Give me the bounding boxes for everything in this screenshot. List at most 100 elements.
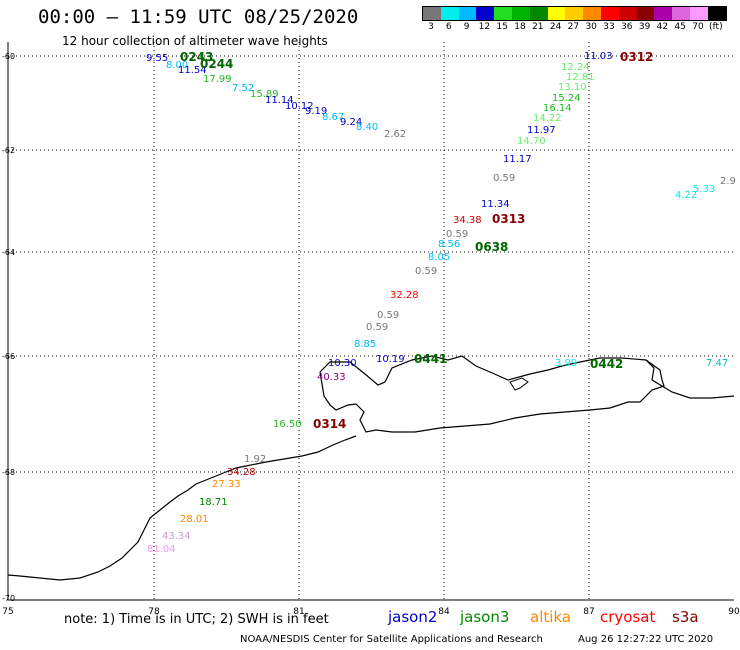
legend-swatch [529,7,548,20]
page-subtitle: 12 hour collection of altimeter wave hei… [62,34,328,48]
legend-label: 24 [549,22,562,32]
wave-height-label: 14.22 [533,113,562,124]
wave-height-label: 0.59 [446,229,468,240]
color-legend [422,6,727,21]
legend-swatch [707,7,726,20]
legend-label: (ft) [709,22,723,32]
x-tick-label: 90 [728,607,740,617]
wave-height-label: 11.17 [503,154,532,165]
time-label: 0638 [475,240,508,254]
legend-label: 39 [638,22,651,32]
x-tick-label: 78 [148,607,160,617]
coastline [7,355,735,581]
legend-swatch [476,7,495,20]
wave-height-label: 11.54 [178,65,207,76]
legend-label: 18 [514,22,526,32]
wave-height-label: 5.33 [693,184,715,195]
y-tick-label: -64 [2,248,15,257]
wave-height-label: 0.59 [493,173,515,184]
wave-height-label: 40.33 [317,372,346,383]
wave-labels: 9.558.0011.5417.997.5215.8911.1410.129.1… [146,51,736,555]
wave-height-label: 11.03 [584,51,613,62]
wave-height-label: 8.00 [166,60,188,71]
legend-swatch [618,7,637,20]
time-label: 0441 [414,352,447,366]
wave-height-label: 8.56 [438,239,460,250]
time-label: 0314 [313,417,346,431]
y-tick-label: -66 [2,352,15,361]
legend-swatch [423,7,441,20]
wave-height-label: 17.99 [203,74,232,85]
axis-ticks: 75 78 81 84 87 90 -60 -62 -64 -66 -68 -70 [2,52,740,617]
wave-height-label: 11.97 [527,125,556,136]
wave-height-label: 16.50 [273,419,302,430]
legend-swatch [565,7,584,20]
legend-label: 27 [567,22,580,32]
y-tick-label: -60 [2,52,15,61]
satellite-name: s3a [672,608,699,626]
legend-label: 30 [585,22,597,32]
y-tick-label: -62 [2,146,15,155]
wave-height-label: 13.10 [558,82,587,93]
note-text: note: 1) Time is in UTC; 2) SWH is in fe… [64,612,329,627]
x-tick-label: 75 [2,607,13,617]
legend-swatch [636,7,655,20]
x-tick-label: 81 [293,607,304,617]
wave-height-label: 11.34 [481,199,510,210]
legend-label: 3 [428,22,434,32]
credit-text: NOAA/NESDIS Center for Satellite Applica… [240,634,543,645]
legend-swatch [458,7,477,20]
timestamp: Aug 26 12:27:22 UTC 2020 [578,634,714,645]
wave-height-label: 1.92 [244,454,266,465]
legend-swatch [511,7,530,20]
legend-swatch [494,7,512,20]
legend-label: 15 [496,22,508,32]
legend-swatch [689,7,708,20]
time-label: 0442 [590,357,623,371]
satellite-name: jason3 [460,608,510,626]
map-frame [7,42,734,601]
time-label: 0312 [620,50,653,64]
wave-height-label: 16.14 [543,103,572,114]
satellite-name: jason2 [388,608,438,626]
time-label: 0243 [180,50,213,64]
wave-height-label: 15.89 [250,89,279,100]
wave-height-label: 14.70 [517,136,546,147]
wave-height-label: 10.12 [285,101,314,112]
legend-swatch [440,7,459,20]
wave-height-label: 0.59 [366,322,388,333]
wave-height-label: 81.04 [147,544,176,555]
wave-height-label: 27.33 [212,479,241,490]
y-tick-label: -68 [2,468,15,477]
legend-label: 33 [603,22,615,32]
legend-swatch [672,7,690,20]
legend-swatch [654,7,673,20]
x-tick-label: 84 [438,607,450,617]
wave-height-label: 9.19 [305,106,327,117]
wave-height-label: 3.99 [555,358,577,369]
wave-height-label: 8.85 [354,339,376,350]
grid-lines [8,42,734,600]
wave-height-label: 34.28 [227,467,256,478]
page-title: 00:00 — 11:59 UTC 08/25/2020 [38,6,359,28]
legend-label: 70 [692,22,704,32]
wave-height-label: 12.24 [561,62,590,73]
wave-height-label: 10.30 [328,358,357,369]
satellite-name: cryosat [600,608,656,626]
wave-height-label: 11.14 [265,95,294,106]
legend-label: 45 [674,22,686,32]
wave-height-label: 12.81 [566,72,595,83]
wave-height-label: 7.47 [706,358,728,369]
legend-label: 36 [621,22,633,32]
wave-height-label: 0.59 [377,310,399,321]
legend-label: 42 [656,22,669,32]
wave-height-label: 2.62 [384,129,406,140]
legend-swatch [600,7,619,20]
wave-height-label: 0.59 [415,266,437,277]
legend-label: 6 [445,22,452,32]
wave-height-label: 7.52 [232,83,254,94]
wave-height-label: 8.05 [428,252,450,263]
satellite-name: altika [530,608,572,626]
